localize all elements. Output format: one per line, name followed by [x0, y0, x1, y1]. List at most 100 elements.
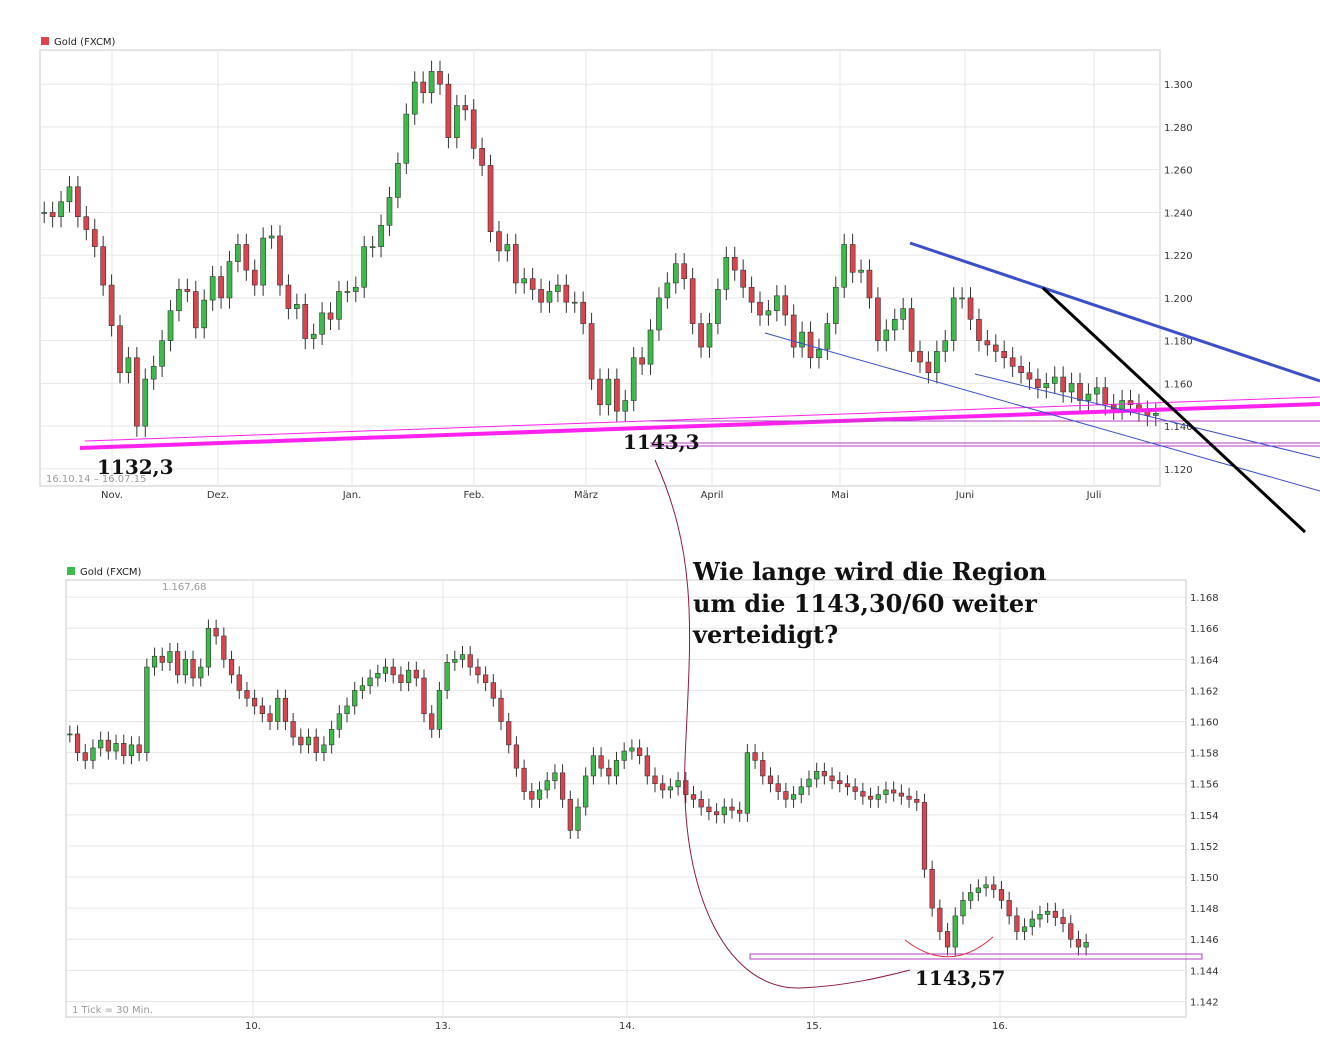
- candle: [546, 291, 553, 303]
- candle: [420, 81, 426, 94]
- candle: [590, 755, 597, 777]
- candle: [445, 83, 452, 138]
- channel-line-middle: [974, 373, 1320, 459]
- y-tick-label: 1.200: [1164, 294, 1193, 305]
- candle: [74, 733, 81, 753]
- y-tick-label: 1.160: [1164, 379, 1193, 390]
- candle: [816, 348, 822, 359]
- daily-y-axis: 1.300 1.280 1.260 1.240 1.220 1.200 1.180 1.160…: [1164, 80, 1193, 476]
- candle: [656, 297, 662, 331]
- candle: [605, 378, 612, 406]
- y-tick-label: 1.154: [1190, 811, 1219, 822]
- candle: [721, 806, 727, 816]
- candle: [459, 654, 466, 660]
- candle: [159, 655, 165, 663]
- candle: [462, 105, 469, 111]
- candle: [757, 301, 763, 316]
- candle: [128, 744, 135, 757]
- candle: [731, 257, 738, 271]
- candle: [891, 318, 898, 331]
- candle: [782, 295, 789, 316]
- label-1143-57: 1143,57: [915, 966, 1005, 990]
- daily-x-axis: Nov. Dez. Jan. Feb. März April Mai Juni Juli: [101, 490, 1101, 501]
- candle: [1018, 366, 1024, 374]
- candle: [167, 651, 173, 663]
- label-1132-3: 1132,3: [97, 455, 174, 479]
- candle: [504, 244, 511, 252]
- candle: [529, 791, 535, 800]
- candle: [367, 677, 373, 687]
- candle: [837, 780, 843, 785]
- candle: [298, 736, 304, 746]
- candle: [1035, 378, 1041, 388]
- candle: [221, 635, 227, 660]
- y-tick-label: 1.164: [1190, 655, 1219, 666]
- candle: [236, 674, 242, 691]
- candle: [860, 791, 866, 797]
- candle: [950, 297, 957, 341]
- candle: [352, 690, 358, 707]
- candle: [752, 752, 758, 761]
- candle: [821, 770, 827, 777]
- x-tick-label: April: [701, 490, 724, 501]
- y-tick-label: 1.260: [1164, 166, 1193, 177]
- candle: [378, 224, 384, 247]
- candle: [672, 263, 679, 284]
- candle: [327, 312, 334, 320]
- candle: [914, 798, 920, 803]
- candle: [598, 755, 604, 769]
- candle: [921, 802, 928, 870]
- y-tick-label: 1.152: [1190, 842, 1219, 853]
- candle: [369, 246, 376, 248]
- candle: [454, 105, 460, 138]
- candle: [282, 697, 289, 722]
- candle: [512, 244, 519, 284]
- candle: [252, 697, 258, 707]
- candle: [1060, 376, 1066, 393]
- candle: [858, 269, 864, 273]
- candle: [844, 783, 851, 788]
- candle: [814, 770, 820, 780]
- candle: [744, 752, 750, 814]
- candle: [159, 340, 165, 367]
- candle: [1037, 914, 1043, 920]
- candle: [1077, 383, 1083, 401]
- question-line-1: Wie lange wird die Region: [692, 557, 1046, 586]
- candle: [49, 212, 56, 218]
- candle: [867, 795, 874, 800]
- candle: [218, 276, 224, 299]
- candle: [421, 677, 427, 715]
- daily-legend-label: Gold (FXCM): [54, 37, 116, 48]
- x-tick-label: Jan.: [342, 490, 362, 501]
- candle: [244, 690, 250, 699]
- candle: [944, 931, 951, 948]
- candle: [952, 915, 958, 948]
- connector-curve: [654, 459, 911, 989]
- candle: [267, 713, 273, 722]
- candle: [706, 323, 713, 348]
- candle: [698, 798, 704, 808]
- y-tick-label: 1.120: [1164, 465, 1193, 476]
- candle: [790, 314, 797, 348]
- x-tick-label: 16.: [992, 1021, 1008, 1032]
- candle: [313, 736, 319, 753]
- candle: [336, 713, 342, 730]
- candle: [390, 666, 396, 676]
- candle: [1026, 372, 1033, 380]
- candle: [765, 310, 772, 316]
- candle: [382, 666, 389, 674]
- candle: [968, 892, 974, 901]
- candle: [142, 378, 149, 427]
- candle: [767, 775, 774, 785]
- candle: [1060, 917, 1066, 924]
- candle: [406, 669, 412, 683]
- candle: [209, 276, 216, 301]
- y-tick-label: 1.280: [1164, 123, 1193, 134]
- candle: [192, 291, 199, 329]
- candle: [900, 308, 906, 320]
- x-tick-label: Feb.: [464, 490, 485, 501]
- candle: [883, 789, 889, 795]
- x-tick-label: März: [574, 490, 598, 501]
- candle: [1127, 400, 1134, 406]
- y-tick-label: 1.166: [1190, 624, 1219, 635]
